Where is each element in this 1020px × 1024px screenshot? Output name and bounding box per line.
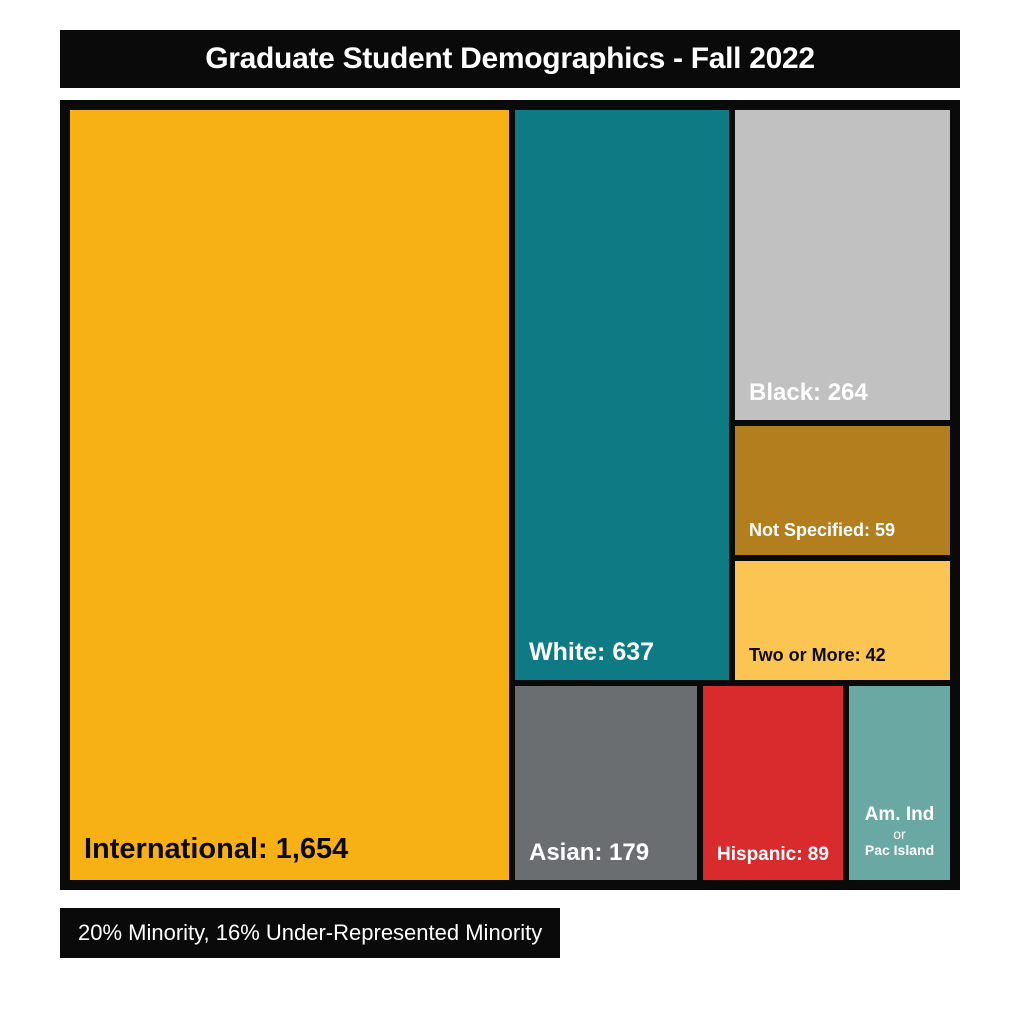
treemap-container: International: 1,654 White: 637 Black: 2… xyxy=(60,100,960,890)
cell-white-label: White: 637 xyxy=(529,639,654,667)
cell-black-label: Black: 264 xyxy=(749,380,868,406)
cell-two-or-more: Two or More: 42 xyxy=(732,558,953,683)
cell-black: Black: 264 xyxy=(732,107,953,423)
footer-summary: 20% Minority, 16% Under-Represented Mino… xyxy=(60,908,560,958)
cell-hispanic: Hispanic: 89 xyxy=(700,683,846,883)
cell-amind-pac-island: Am. Ind or Pac Island xyxy=(846,683,953,883)
cell-not-specified: Not Specified: 59 xyxy=(732,423,953,558)
cell-international: International: 1,654 xyxy=(67,107,512,883)
cell-international-label: International: 1,654 xyxy=(84,834,348,866)
cell-two-or-more-label: Two or More: 42 xyxy=(749,646,886,666)
cell-not-specified-label: Not Specified: 59 xyxy=(749,521,895,541)
chart-title: Graduate Student Demographics - Fall 202… xyxy=(60,30,960,88)
cell-asian: Asian: 179 xyxy=(512,683,700,883)
cell-white: White: 637 xyxy=(512,107,732,683)
cell-asian-label: Asian: 179 xyxy=(529,840,649,866)
cell-hispanic-label: Hispanic: 89 xyxy=(717,845,829,866)
cell-amind-label: Am. Ind or Pac Island xyxy=(863,804,936,858)
